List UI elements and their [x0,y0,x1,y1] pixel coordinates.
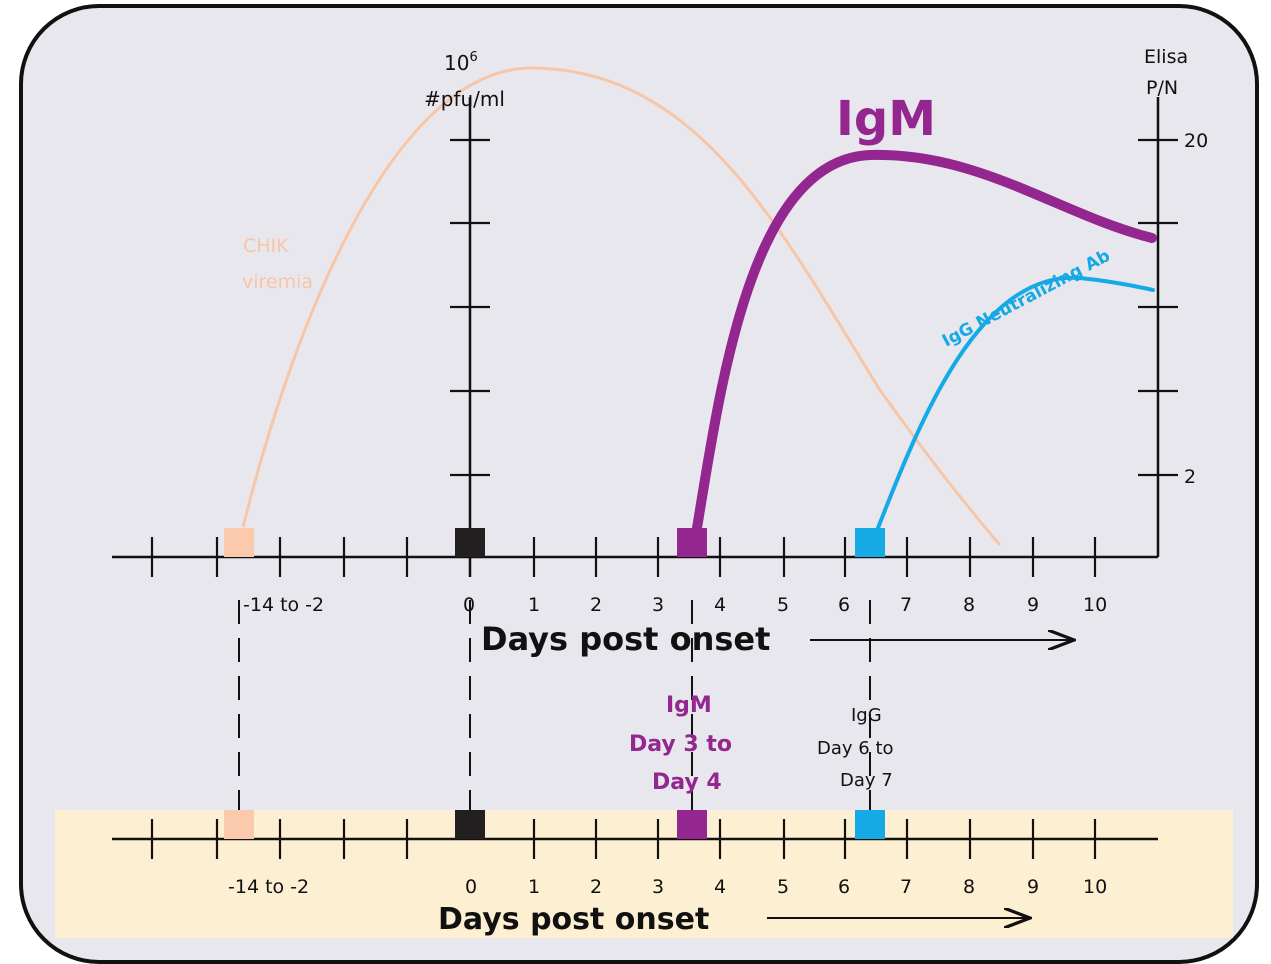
igm-window-line1: IgM [666,693,712,718]
lower-onset-marker [455,810,485,839]
igg-series-label: IgG Neutralizing Ab [939,246,1114,352]
lower-tick-label: 5 [777,876,789,898]
upper-tick-label: 3 [652,594,664,616]
lower-igg-marker [855,810,885,839]
upper-tick-label: 1 [528,594,540,616]
igg-window-line3: Day 7 [840,770,893,791]
lower-tick-label: 0 [465,876,477,898]
lower-tick-label: 1 [528,876,540,898]
upper-tick-label: 9 [1027,594,1039,616]
viremia-label-line2: viremia [242,271,313,293]
lower-igm-marker [677,810,707,839]
lower-tick-labels: -14 to -2 0 1 2 3 4 5 6 7 8 9 10 [228,876,1107,898]
igm-marker [677,528,707,557]
lower-x-ticks [150,819,1097,859]
upper-tick-label: 6 [838,594,850,616]
chik-antibody-diagram: -14 to -2 0 1 2 3 4 5 6 7 8 9 10 Days po… [55,46,1233,938]
igg-window-line1: IgG [851,705,882,726]
igg-curve [876,275,1155,530]
upper-tick-label: 5 [777,594,789,616]
left-y-ticks [450,138,490,477]
right-axis-label-1: Elisa [1144,46,1188,68]
viremia-label-line1: CHIK [243,235,289,257]
upper-x-axis-title: Days post onset [481,620,770,658]
upper-tick-labels: -14 to -2 0 1 2 3 4 5 6 7 8 9 10 [243,594,1107,616]
right-axis-label-2: P/N [1146,77,1178,99]
right-y-ticks [1138,138,1178,477]
igm-window-line3: Day 4 [652,770,722,795]
right-tick-label: 20 [1184,130,1208,152]
lower-tick-label: 9 [1027,876,1039,898]
right-tick-label: 2 [1184,466,1196,488]
upper-x-ticks [150,537,1097,577]
figure-frame [19,4,1259,964]
lower-tick-label: 10 [1083,876,1107,898]
igg-marker [855,528,885,557]
viremia-curve [241,66,1002,546]
upper-tick-label: 2 [590,594,602,616]
lower-tick-label: 3 [652,876,664,898]
lower-tick-label: 4 [714,876,726,898]
lower-tick-label: 8 [963,876,975,898]
igg-window-line2: Day 6 to [817,738,894,759]
igm-curve [692,149,1157,533]
upper-tick-label: 7 [900,594,912,616]
left-axis-unit: 106 [444,50,478,75]
dashed-connectors [238,600,871,830]
left-axis-label: #pfu/ml [424,87,505,111]
upper-tick-label: 0 [463,594,475,616]
lower-tick-label: -14 to -2 [228,876,309,898]
igm-window-line2: Day 3 to [629,732,732,757]
lower-tick-label: 6 [838,876,850,898]
lower-x-axis-title: Days post onset [438,902,709,937]
viremia-marker [224,528,254,557]
upper-tick-label: 8 [963,594,975,616]
upper-tick-label: 10 [1083,594,1107,616]
upper-tick-label: 4 [714,594,726,616]
igm-series-label: IgM [836,91,936,147]
lower-viremia-marker [224,810,254,839]
onset-marker [455,528,485,557]
upper-tick-label: -14 to -2 [243,594,324,616]
lower-tick-label: 2 [590,876,602,898]
lower-tick-label: 7 [900,876,912,898]
